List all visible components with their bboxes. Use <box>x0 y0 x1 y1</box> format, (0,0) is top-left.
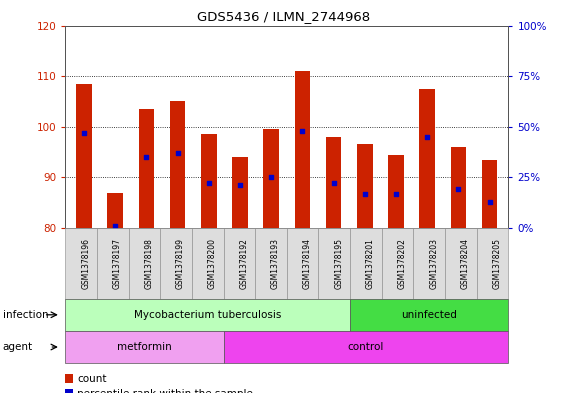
Text: GSM1378201: GSM1378201 <box>366 238 375 289</box>
Bar <box>295 71 310 228</box>
Text: metformin: metformin <box>117 342 172 352</box>
Bar <box>389 154 404 228</box>
Bar <box>232 157 248 228</box>
Text: GSM1378194: GSM1378194 <box>303 238 312 289</box>
Text: GSM1378200: GSM1378200 <box>208 238 217 289</box>
Point <box>360 190 369 196</box>
Text: GSM1378197: GSM1378197 <box>113 238 122 289</box>
Point <box>298 128 307 134</box>
Bar <box>170 101 185 228</box>
Bar <box>357 145 373 228</box>
Text: percentile rank within the sample: percentile rank within the sample <box>77 389 253 393</box>
Point <box>142 154 151 160</box>
Text: Mycobacterium tuberculosis: Mycobacterium tuberculosis <box>134 310 281 320</box>
Bar <box>326 137 341 228</box>
Text: count: count <box>77 374 107 384</box>
Text: GSM1378202: GSM1378202 <box>398 238 407 289</box>
Text: GSM1378192: GSM1378192 <box>239 238 248 289</box>
Point <box>80 130 89 136</box>
Point <box>329 180 338 187</box>
Bar <box>482 160 498 228</box>
Point <box>454 186 463 193</box>
Text: control: control <box>348 342 384 352</box>
Bar <box>139 109 154 228</box>
Text: GSM1378198: GSM1378198 <box>144 238 153 289</box>
Text: GSM1378204: GSM1378204 <box>461 238 470 289</box>
Text: GSM1378195: GSM1378195 <box>335 238 343 289</box>
Bar <box>419 89 435 228</box>
Bar <box>76 84 92 228</box>
Text: GSM1378205: GSM1378205 <box>492 238 502 289</box>
Point <box>485 198 494 205</box>
Text: GSM1378203: GSM1378203 <box>429 238 438 289</box>
Point <box>423 134 432 140</box>
Bar <box>107 193 123 228</box>
Point <box>111 223 120 229</box>
Text: infection: infection <box>3 310 48 320</box>
Bar <box>201 134 216 228</box>
Text: GSM1378196: GSM1378196 <box>81 238 90 289</box>
Point <box>236 182 245 189</box>
Bar <box>264 129 279 228</box>
Text: GDS5436 / ILMN_2744968: GDS5436 / ILMN_2744968 <box>198 10 370 23</box>
Bar <box>450 147 466 228</box>
Point <box>391 190 400 196</box>
Text: agent: agent <box>3 342 33 352</box>
Text: GSM1378193: GSM1378193 <box>271 238 280 289</box>
Text: GSM1378199: GSM1378199 <box>176 238 185 289</box>
Point <box>204 180 214 187</box>
Point <box>173 150 182 156</box>
Point <box>267 174 276 180</box>
Text: uninfected: uninfected <box>402 310 457 320</box>
